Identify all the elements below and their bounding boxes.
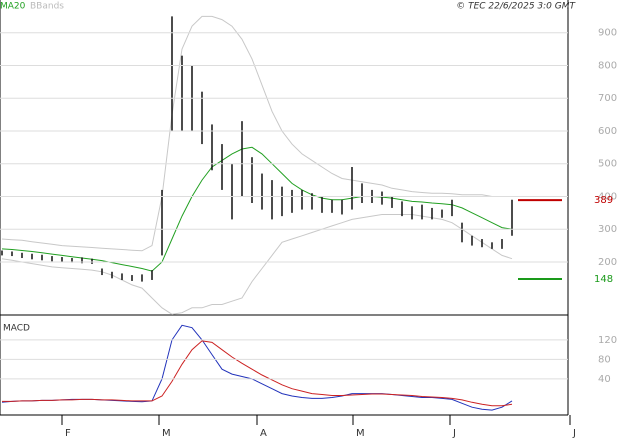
price-panel <box>1 15 513 315</box>
y-tick-label: 200 <box>598 257 617 268</box>
y-tick-label: 400 <box>598 191 617 202</box>
band-upper <box>1 15 512 252</box>
y-tick-label: 700 <box>598 93 617 104</box>
legend-ma: MA20 <box>0 2 26 12</box>
legend-bbands: BBands <box>30 2 64 12</box>
y-tick-label: 500 <box>598 159 617 170</box>
ma-line <box>1 146 513 272</box>
y-tick-label: 600 <box>598 126 617 137</box>
x-tick-label: F <box>65 428 71 439</box>
y-tick-label: 80 <box>598 354 611 365</box>
x-tick-label: M <box>162 428 171 439</box>
y-tick-label: 120 <box>598 335 617 346</box>
level-label: 389 <box>594 195 613 206</box>
x-tick-label: A <box>260 428 267 439</box>
y-tick-label: 800 <box>598 60 617 71</box>
macd-line <box>2 340 513 407</box>
band-lower <box>1 214 513 315</box>
copyright: © TEC 22/6/2025 3:0 GMT <box>456 2 576 12</box>
y-tick-label: 900 <box>598 28 617 39</box>
macd-panel <box>1 324 513 411</box>
y-tick-label: 300 <box>598 224 617 235</box>
x-tick-label: J <box>452 428 456 439</box>
panel-title: MACD <box>3 324 30 334</box>
level-label: 148 <box>594 274 613 285</box>
x-tick-label: M <box>356 428 365 439</box>
y-tick-label: 40 <box>598 374 611 385</box>
x-tick-label: J <box>572 428 576 439</box>
